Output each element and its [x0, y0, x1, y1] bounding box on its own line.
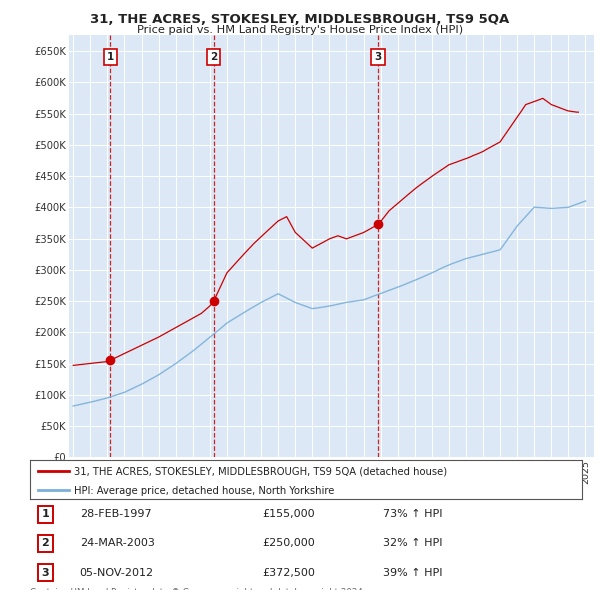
- Text: £250,000: £250,000: [262, 539, 314, 548]
- Text: Contains HM Land Registry data © Crown copyright and database right 2024.: Contains HM Land Registry data © Crown c…: [30, 588, 365, 590]
- Text: 73% ↑ HPI: 73% ↑ HPI: [383, 509, 443, 519]
- Text: 31, THE ACRES, STOKESLEY, MIDDLESBROUGH, TS9 5QA: 31, THE ACRES, STOKESLEY, MIDDLESBROUGH,…: [91, 13, 509, 26]
- Text: 31, THE ACRES, STOKESLEY, MIDDLESBROUGH, TS9 5QA (detached house): 31, THE ACRES, STOKESLEY, MIDDLESBROUGH,…: [74, 467, 447, 477]
- Text: HPI: Average price, detached house, North Yorkshire: HPI: Average price, detached house, Nort…: [74, 486, 335, 496]
- Text: 1: 1: [41, 509, 49, 519]
- Text: £155,000: £155,000: [262, 509, 314, 519]
- Text: 1: 1: [107, 53, 114, 63]
- Text: 32% ↑ HPI: 32% ↑ HPI: [383, 539, 443, 548]
- Text: 39% ↑ HPI: 39% ↑ HPI: [383, 568, 443, 578]
- Text: 05-NOV-2012: 05-NOV-2012: [80, 568, 154, 578]
- Text: 2: 2: [41, 539, 49, 548]
- Text: £372,500: £372,500: [262, 568, 315, 578]
- Text: 3: 3: [41, 568, 49, 578]
- Text: 28-FEB-1997: 28-FEB-1997: [80, 509, 151, 519]
- Text: 3: 3: [374, 53, 382, 63]
- Text: 24-MAR-2003: 24-MAR-2003: [80, 539, 155, 548]
- Text: 2: 2: [210, 53, 217, 63]
- Text: Price paid vs. HM Land Registry's House Price Index (HPI): Price paid vs. HM Land Registry's House …: [137, 25, 463, 35]
